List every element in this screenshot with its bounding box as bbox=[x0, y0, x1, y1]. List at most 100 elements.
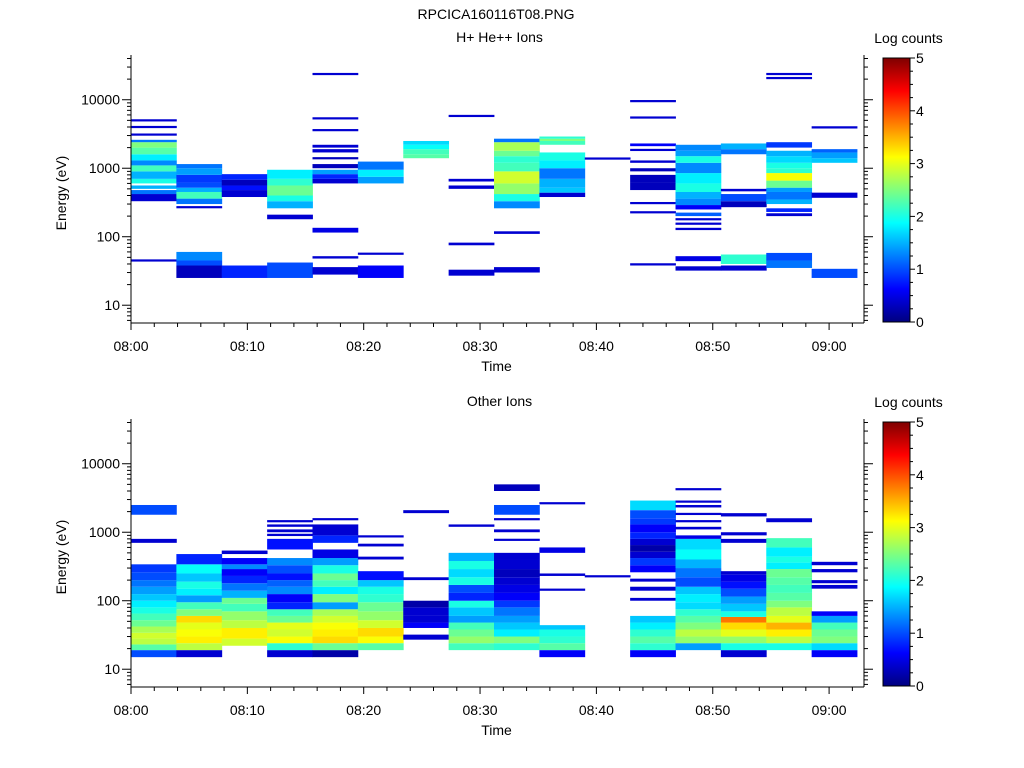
heatmap-cell bbox=[131, 190, 177, 195]
heatmap-cell bbox=[675, 643, 722, 651]
heatmap-cell bbox=[131, 580, 177, 587]
heatmap-cell bbox=[675, 568, 722, 578]
x-tick-label: 08:40 bbox=[579, 702, 614, 718]
heatmap-cell bbox=[766, 577, 813, 585]
y-tick-label: 10000 bbox=[81, 456, 120, 472]
heatmap-cell bbox=[357, 586, 404, 595]
heatmap-cell bbox=[675, 526, 722, 530]
heatmap-cell bbox=[267, 520, 313, 523]
heatmap-cell bbox=[630, 263, 676, 266]
heatmap-cell bbox=[312, 267, 359, 275]
heatmap-cell bbox=[267, 643, 313, 651]
heatmap-cell bbox=[312, 629, 359, 637]
heatmap-cell bbox=[403, 144, 450, 150]
heatmap-cell bbox=[312, 174, 359, 179]
heatmap-cell bbox=[221, 575, 268, 584]
heatmap-cell bbox=[267, 622, 313, 630]
heatmap-cell bbox=[630, 100, 676, 103]
heatmap-cell bbox=[766, 600, 813, 608]
heatmap-cell bbox=[448, 600, 495, 608]
heatmap-cell bbox=[357, 620, 404, 628]
colorbar-tick-label: 3 bbox=[916, 156, 924, 172]
heatmap-cell bbox=[630, 615, 676, 623]
x-axis-label: Time bbox=[481, 722, 512, 738]
heatmap-cell bbox=[630, 586, 676, 591]
heatmap-cell bbox=[131, 572, 177, 581]
heatmap-cell bbox=[766, 72, 813, 76]
heatmap-cell bbox=[312, 227, 359, 233]
heatmap-cell bbox=[312, 535, 359, 543]
heatmap-cell bbox=[176, 168, 223, 175]
heatmap-cell bbox=[176, 643, 223, 651]
heatmap-cell bbox=[720, 194, 767, 202]
heatmap-cell bbox=[720, 596, 767, 604]
heatmap-cell bbox=[267, 533, 313, 537]
heatmap-cell bbox=[494, 584, 540, 593]
heatmap-cell bbox=[675, 173, 722, 184]
heatmap-cell bbox=[811, 636, 858, 644]
heatmap-cell bbox=[221, 569, 268, 576]
panel-title: Other Ions bbox=[467, 393, 532, 409]
heatmap-cell bbox=[630, 211, 676, 214]
heatmap-cell bbox=[221, 564, 268, 570]
heatmap-cell bbox=[131, 165, 177, 172]
heatmap-cell bbox=[131, 607, 177, 614]
x-tick-label: 08:00 bbox=[113, 702, 148, 718]
x-tick-label: 08:20 bbox=[346, 338, 381, 354]
colorbar-tick-label: 5 bbox=[916, 414, 924, 430]
heatmap-cell bbox=[131, 538, 177, 543]
heatmap-cell bbox=[176, 588, 223, 596]
heatmap-cell bbox=[267, 214, 313, 220]
heatmap-cell bbox=[675, 222, 722, 225]
heatmap-cell bbox=[630, 518, 676, 525]
heatmap-cell bbox=[403, 510, 450, 514]
heatmap-cell bbox=[312, 594, 359, 603]
heatmap-cell bbox=[176, 609, 223, 616]
x-tick-label: 08:00 bbox=[113, 338, 148, 354]
heatmap-cell bbox=[630, 160, 676, 163]
heatmap-cell bbox=[176, 581, 223, 589]
heatmap-cell bbox=[131, 259, 177, 262]
heatmap-cell bbox=[357, 571, 404, 581]
heatmap-cell bbox=[766, 629, 813, 637]
heatmap-cell bbox=[494, 636, 540, 644]
heatmap-cell bbox=[448, 524, 495, 527]
heatmap-cell bbox=[176, 187, 223, 192]
y-axis-label: Energy (eV) bbox=[53, 520, 69, 595]
heatmap-cell bbox=[494, 194, 540, 202]
heatmap-cell bbox=[766, 615, 813, 623]
colorbar-tick-label: 4 bbox=[916, 103, 924, 119]
heatmap-cell bbox=[221, 190, 268, 198]
heatmap-cell bbox=[267, 615, 313, 623]
heatmap-cell bbox=[675, 594, 722, 603]
heatmap-cell bbox=[267, 538, 313, 550]
heatmap-cell bbox=[539, 573, 586, 576]
heatmap-cell bbox=[131, 594, 177, 601]
heatmap-cell bbox=[357, 169, 404, 177]
heatmap-cell bbox=[131, 194, 177, 202]
heatmap-cell bbox=[539, 187, 586, 193]
colorbar: Log counts 0 1 2 3 4 5 bbox=[874, 394, 943, 694]
heatmap-cell bbox=[494, 162, 540, 172]
heatmap-cell bbox=[131, 620, 177, 627]
heatmap-cell bbox=[811, 650, 858, 658]
heatmap-cell bbox=[176, 636, 223, 644]
heatmap-cell bbox=[221, 179, 268, 186]
heatmap-cell bbox=[675, 144, 722, 151]
heatmap-cell bbox=[630, 174, 676, 183]
heatmap-cell bbox=[494, 622, 540, 630]
x-axis-label: Time bbox=[481, 358, 512, 374]
heatmap-cell bbox=[766, 636, 813, 644]
heatmap-cell bbox=[539, 629, 586, 637]
heatmap-cell bbox=[811, 629, 858, 637]
heatmap-cell bbox=[675, 615, 722, 623]
heatmap-cell bbox=[357, 594, 404, 603]
heatmap-cell bbox=[131, 160, 177, 166]
heatmap-cell bbox=[494, 518, 540, 521]
heatmap-cell bbox=[448, 242, 495, 246]
heatmap-cell bbox=[675, 198, 722, 206]
heatmap-cell bbox=[630, 597, 676, 601]
heatmap-cell bbox=[630, 551, 676, 559]
heatmap-cell bbox=[131, 185, 177, 189]
